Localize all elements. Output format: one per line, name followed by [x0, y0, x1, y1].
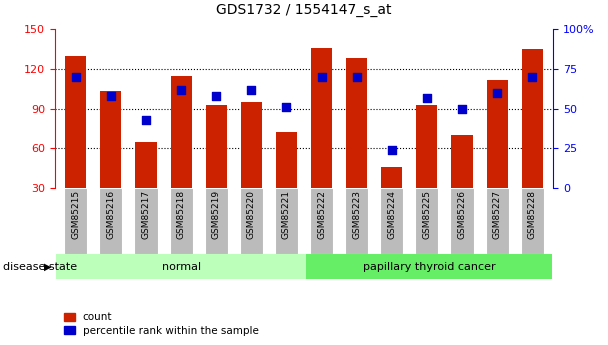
Bar: [240, 188, 263, 254]
Point: [176, 87, 186, 92]
Bar: [241, 102, 262, 188]
Text: normal: normal: [162, 262, 201, 272]
Bar: [452, 135, 472, 188]
Text: GSM85217: GSM85217: [142, 190, 151, 239]
Point: [106, 93, 116, 99]
Bar: [415, 188, 438, 254]
Bar: [206, 105, 227, 188]
Text: GSM85227: GSM85227: [492, 190, 502, 239]
Text: GSM85224: GSM85224: [387, 190, 396, 239]
Bar: [486, 188, 509, 254]
Text: ▶: ▶: [44, 262, 51, 272]
Bar: [345, 188, 368, 254]
Text: GSM85218: GSM85218: [176, 190, 185, 239]
Text: GSM85228: GSM85228: [528, 190, 537, 239]
Point: [141, 117, 151, 122]
Bar: [451, 188, 474, 254]
Point: [246, 87, 256, 92]
Bar: [306, 254, 551, 279]
Bar: [57, 254, 306, 279]
Text: GSM85223: GSM85223: [352, 190, 361, 239]
Bar: [486, 80, 508, 188]
Point: [422, 95, 432, 100]
Text: GSM85225: GSM85225: [423, 190, 432, 239]
Text: disease state: disease state: [3, 262, 77, 272]
Bar: [381, 167, 402, 188]
Text: GSM85219: GSM85219: [212, 190, 221, 239]
Bar: [170, 188, 193, 254]
Bar: [522, 49, 543, 188]
Bar: [136, 142, 156, 188]
Point: [212, 93, 221, 99]
Text: GSM85226: GSM85226: [457, 190, 466, 239]
Bar: [311, 48, 332, 188]
Text: GSM85220: GSM85220: [247, 190, 256, 239]
Bar: [275, 188, 298, 254]
Text: GSM85221: GSM85221: [282, 190, 291, 239]
Point: [282, 104, 291, 110]
Legend: count, percentile rank within the sample: count, percentile rank within the sample: [60, 308, 263, 340]
Point: [352, 74, 362, 80]
Point: [317, 74, 326, 80]
Bar: [205, 188, 228, 254]
Bar: [171, 76, 192, 188]
Bar: [134, 188, 157, 254]
Point: [492, 90, 502, 96]
Text: GSM85215: GSM85215: [71, 190, 80, 239]
Bar: [310, 188, 333, 254]
Bar: [100, 91, 122, 188]
Text: GDS1732 / 1554147_s_at: GDS1732 / 1554147_s_at: [216, 3, 392, 18]
Bar: [65, 56, 86, 188]
Point: [457, 106, 467, 111]
Bar: [380, 188, 403, 254]
Bar: [276, 132, 297, 188]
Bar: [346, 58, 367, 188]
Text: GSM85222: GSM85222: [317, 190, 326, 239]
Bar: [416, 105, 437, 188]
Bar: [64, 188, 88, 254]
Point: [527, 74, 537, 80]
Bar: [520, 188, 544, 254]
Point: [387, 147, 396, 153]
Point: [71, 74, 81, 80]
Bar: [99, 188, 122, 254]
Text: GSM85216: GSM85216: [106, 190, 116, 239]
Text: papillary thyroid cancer: papillary thyroid cancer: [362, 262, 495, 272]
